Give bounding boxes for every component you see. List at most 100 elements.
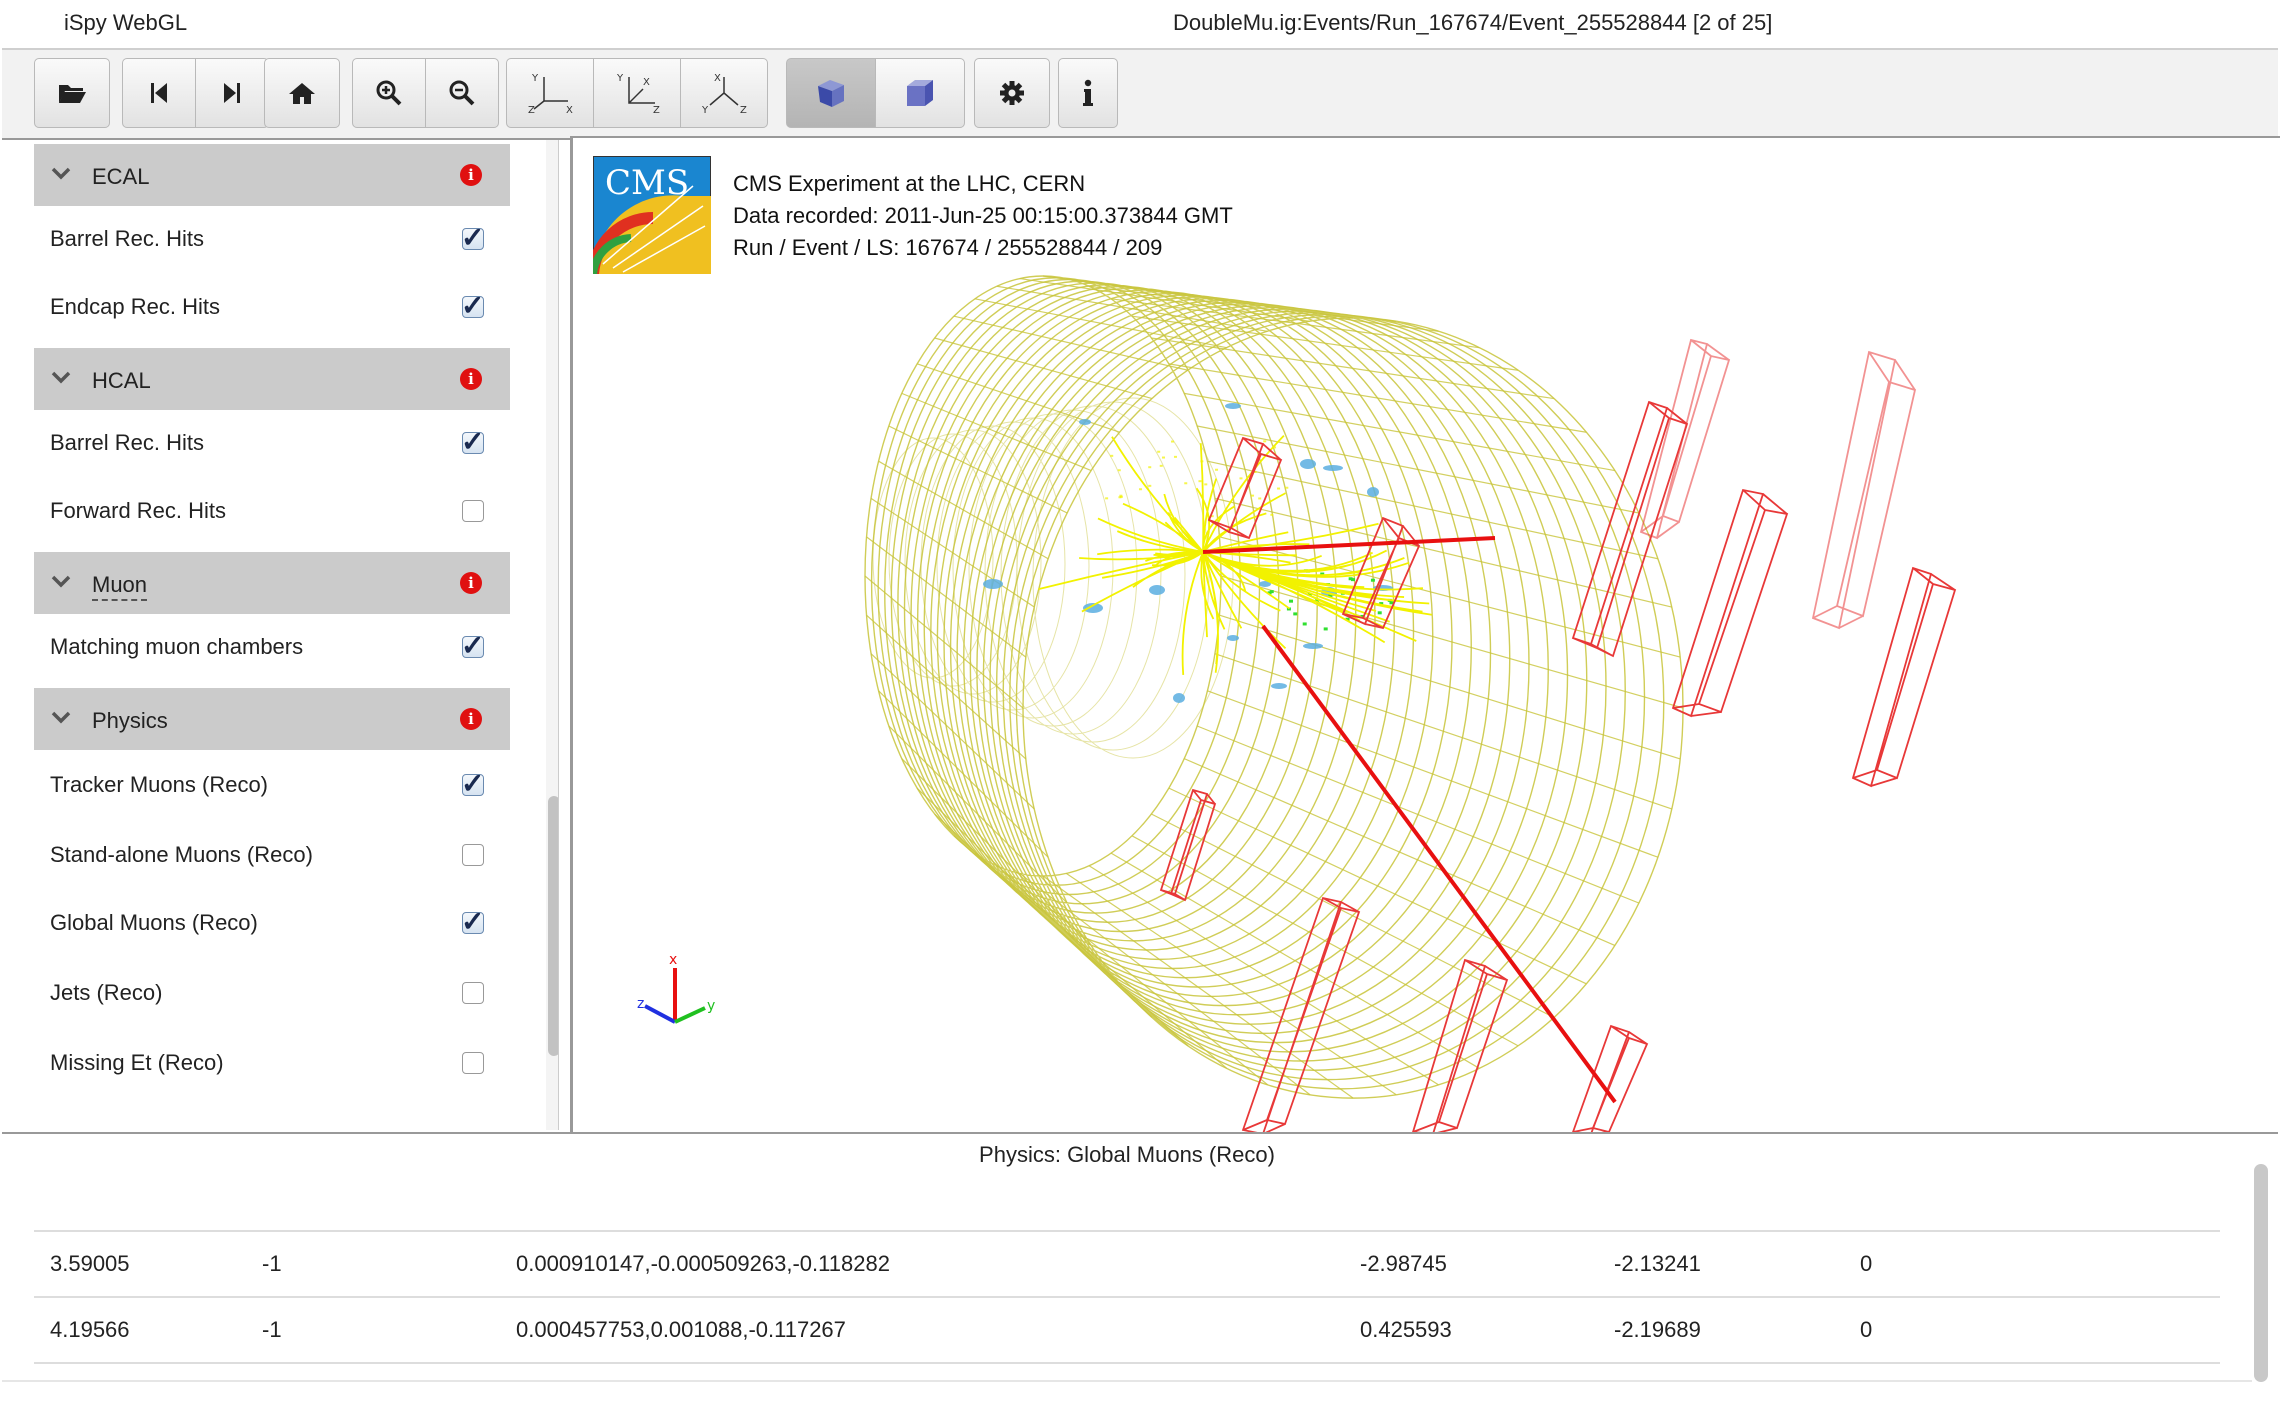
zoom-in-button[interactable] <box>352 58 426 128</box>
previous-event-button[interactable] <box>122 58 196 128</box>
layer-checkbox[interactable]: ✓ <box>461 426 484 457</box>
checkmark-icon: ✓ <box>461 222 485 253</box>
layer-missing-et: Missing Et (Reco) <box>34 1032 510 1092</box>
green-hit <box>1348 577 1353 581</box>
svg-text:Y: Y <box>616 73 624 84</box>
muon-chamber <box>1671 488 1789 718</box>
green-hit <box>1269 590 1274 594</box>
layer-label: Barrel Rec. Hits <box>50 226 205 251</box>
file-group <box>34 58 110 128</box>
event-display-canvas[interactable]: x z y CMS CMS Experiment at the LHC, CER… <box>570 136 2280 1134</box>
green-hit <box>1289 599 1294 603</box>
section-header-muon[interactable]: Muon i <box>34 552 510 614</box>
zoom-group <box>352 58 499 128</box>
yellow-hit <box>1159 464 1163 467</box>
yellow-hit <box>1270 513 1274 516</box>
axis-label-y: y <box>707 998 715 1014</box>
recorded-label: Data recorded: 2011-Jun-25 00:15:00.3738… <box>733 203 1233 228</box>
table-cell: 0 <box>1860 1230 2220 1297</box>
checkmark-icon: ✓ <box>461 768 485 799</box>
yellow-hit <box>1119 495 1123 498</box>
muon-chamber <box>1639 338 1731 540</box>
svg-text:X: X <box>714 73 721 84</box>
layer-hcal-barrel-rec-hits: Barrel Rec. Hits ✓ <box>34 412 510 472</box>
panel-scrollbar[interactable] <box>548 796 558 1056</box>
view-xy-button[interactable]: Y X Z <box>506 58 594 128</box>
muon-chamber <box>1207 436 1283 540</box>
navigation-group <box>122 58 269 128</box>
layer-checkbox[interactable] <box>462 1052 484 1074</box>
yellow-hit <box>1173 455 1177 458</box>
yellow-hit <box>1148 484 1152 487</box>
table-row[interactable]: 3.59005 -1 0.000910147,-0.000509263,-0.1… <box>34 1230 2220 1297</box>
layer-label: Barrel Rec. Hits <box>50 430 205 455</box>
chevron-down-icon <box>51 711 71 724</box>
table-row[interactable]: 4.19566 -1 0.000457753,0.001088,-0.11726… <box>34 1296 2220 1364</box>
yellow-hit <box>1119 494 1123 497</box>
section-header-physics[interactable]: Physics i <box>34 688 510 750</box>
table-panel-divider <box>2 1380 2252 1382</box>
home-button[interactable] <box>264 58 340 128</box>
muon-chamber <box>1851 566 1957 788</box>
layer-checkbox[interactable]: ✓ <box>461 630 484 661</box>
layer-checkbox[interactable] <box>462 982 484 1004</box>
layer-checkbox[interactable]: ✓ <box>461 906 484 937</box>
muon-chamber <box>1411 958 1509 1134</box>
table-cell: 0 <box>1860 1296 2220 1364</box>
green-hit <box>1370 578 1375 582</box>
zoom-out-button[interactable] <box>425 58 499 128</box>
layer-jets: Jets (Reco) <box>34 962 510 1022</box>
layer-label: Stand-alone Muons (Reco) <box>50 842 313 867</box>
yellow-hit <box>1210 515 1214 518</box>
info-button[interactable] <box>1058 58 1118 128</box>
yellow-hit <box>1251 494 1255 497</box>
green-hit <box>1302 622 1307 626</box>
perspective-button[interactable] <box>786 58 876 128</box>
blue-hit <box>1227 635 1239 641</box>
svg-text:Z: Z <box>653 105 660 115</box>
yellow-hit <box>1184 482 1188 485</box>
axis-label-x: x <box>669 952 677 968</box>
view-rz-button[interactable]: Y X Z <box>593 58 681 128</box>
blue-hit <box>1323 465 1343 471</box>
green-hit <box>1267 591 1272 595</box>
muon-chambers <box>1159 338 1957 1134</box>
table-cell: -1 <box>262 1230 516 1297</box>
layer-checkbox[interactable] <box>462 500 484 522</box>
svg-text:Z: Z <box>740 105 747 115</box>
settings-button[interactable] <box>974 58 1050 128</box>
detector-scene[interactable]: x z y <box>573 138 2280 1134</box>
section-header-ecal[interactable]: ECAL i <box>34 144 510 206</box>
yellow-hit <box>1117 469 1121 472</box>
info-group <box>1058 58 1118 128</box>
inner-tracker-rings <box>872 397 1234 759</box>
section-header-hcal[interactable]: HCAL i <box>34 348 510 410</box>
next-event-icon <box>224 83 240 103</box>
perspective-icon <box>818 80 844 107</box>
event-info: CMS Experiment at the LHC, CERN Data rec… <box>733 168 1233 264</box>
checkmark-icon: ✓ <box>461 906 485 937</box>
open-file-button[interactable] <box>34 58 110 128</box>
view-3d-button[interactable]: X Z Y <box>680 58 768 128</box>
table-scrollbar[interactable] <box>2254 1164 2268 1382</box>
info-icon[interactable]: i <box>460 708 482 730</box>
layer-checkbox[interactable]: ✓ <box>461 768 484 799</box>
green-hit <box>1307 593 1312 597</box>
layer-checkbox[interactable]: ✓ <box>461 222 484 253</box>
info-icon[interactable]: i <box>460 164 482 186</box>
yellow-hit <box>1162 456 1166 459</box>
next-event-button[interactable] <box>195 58 269 128</box>
view-xy-icon: Y X Z <box>528 73 573 115</box>
layer-ecal-barrel-rec-hits: Barrel Rec. Hits ✓ <box>34 208 510 268</box>
layer-checkbox[interactable]: ✓ <box>461 290 484 321</box>
svg-text:X: X <box>566 105 573 115</box>
green-hit <box>1350 578 1355 582</box>
orthographic-button[interactable] <box>875 58 965 128</box>
layer-checkbox[interactable] <box>462 844 484 866</box>
info-icon[interactable]: i <box>460 572 482 594</box>
layer-ecal-endcap-rec-hits: Endcap Rec. Hits ✓ <box>34 276 510 336</box>
info-icon[interactable]: i <box>460 368 482 390</box>
green-hit <box>1379 602 1384 606</box>
blue-hit <box>1079 419 1091 425</box>
